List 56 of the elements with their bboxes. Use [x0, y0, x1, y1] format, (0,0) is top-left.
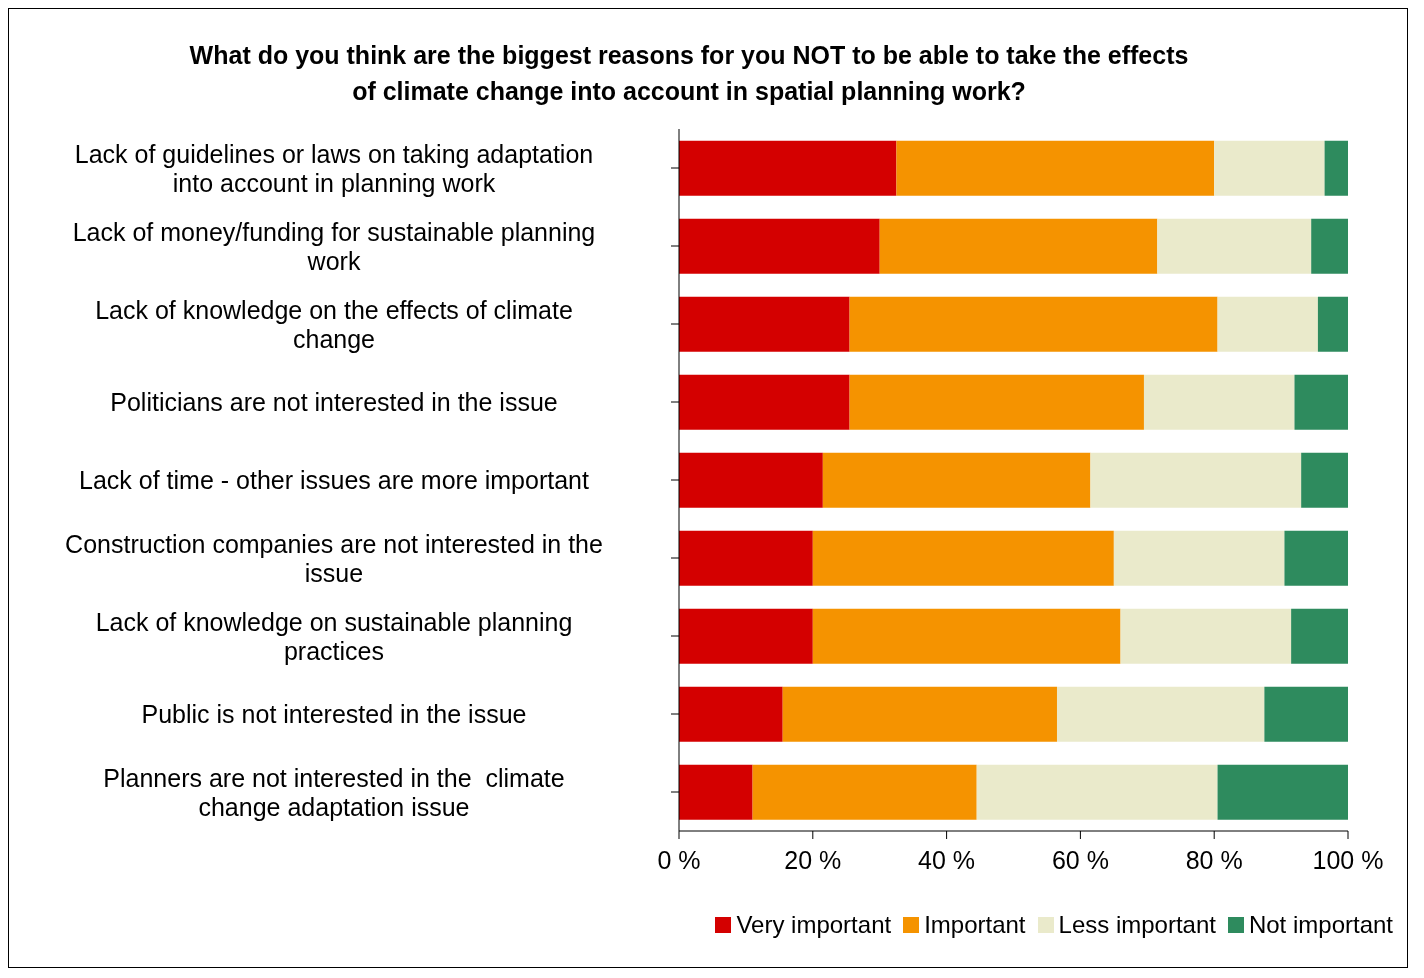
- chart-title: What do you think are the biggest reasons for you NOT to be able to take the effects of climate change into account in spatial planning work?: [189, 40, 1189, 107]
- bar: [1120, 608, 1292, 664]
- bar: [782, 686, 1057, 742]
- bar: [679, 530, 813, 586]
- bar: [1264, 686, 1348, 742]
- bar: [1090, 452, 1302, 508]
- bar: [1317, 296, 1348, 352]
- legend-label: Important: [924, 911, 1026, 939]
- x-tick-label: 80 %: [1185, 845, 1243, 874]
- bar: [812, 608, 1121, 664]
- y-tick-label: Lack of time - other issues are more important: [79, 466, 590, 494]
- y-tick-label: Lack of money/funding for sustainable planning work: [72, 217, 596, 275]
- bar: [1301, 452, 1348, 508]
- y-tick-label: Lack of knowledge on sustainable planning practices: [95, 607, 573, 665]
- bar: [1311, 218, 1348, 274]
- bar: [679, 452, 823, 508]
- legend-label: Less important: [1058, 911, 1216, 939]
- y-tick-label: Construction companies are not interested in the issue: [65, 529, 603, 587]
- bar: [1324, 140, 1348, 196]
- y-tick-label: Politicians are not interested in the issue: [110, 388, 558, 416]
- bar: [849, 296, 1218, 352]
- x-tick-label: 100 %: [1312, 845, 1384, 874]
- y-tick-label: Public is not interested in the issue: [141, 700, 527, 728]
- bar: [1284, 530, 1348, 586]
- bar: [679, 608, 813, 664]
- bar: [849, 374, 1144, 430]
- bar: [1291, 608, 1348, 664]
- bar: [679, 296, 850, 352]
- legend-label: Very important: [736, 911, 892, 939]
- y-tick-label: Lack of guidelines or laws on taking adaptation into account in planning work: [74, 139, 594, 197]
- bar: [896, 140, 1215, 196]
- x-tick-label: 60 %: [1051, 845, 1109, 874]
- bar: [1143, 374, 1295, 430]
- legend-label: Not important: [1248, 911, 1393, 939]
- bar: [1056, 686, 1265, 742]
- x-tick-label: 0 %: [657, 845, 701, 874]
- bar: [752, 764, 977, 820]
- bar: [879, 218, 1158, 274]
- bar: [679, 764, 753, 820]
- x-tick-label: 40 %: [918, 845, 976, 874]
- bar: [1217, 764, 1348, 820]
- bar: [1157, 218, 1312, 274]
- bar: [976, 764, 1218, 820]
- bar: [1214, 140, 1325, 196]
- bar: [1217, 296, 1318, 352]
- bar: [1113, 530, 1285, 586]
- bar: [679, 686, 783, 742]
- bar: [679, 374, 850, 430]
- y-tick-label: Lack of knowledge on the effects of climate change: [95, 295, 573, 353]
- bar: [1294, 374, 1348, 430]
- y-tick-label: Planners are not interested in the climate change adaptation issue: [103, 763, 565, 821]
- bar: [679, 140, 897, 196]
- bar: [812, 530, 1114, 586]
- bar: [679, 218, 880, 274]
- x-tick-label: 20 %: [784, 845, 842, 874]
- bar: [822, 452, 1091, 508]
